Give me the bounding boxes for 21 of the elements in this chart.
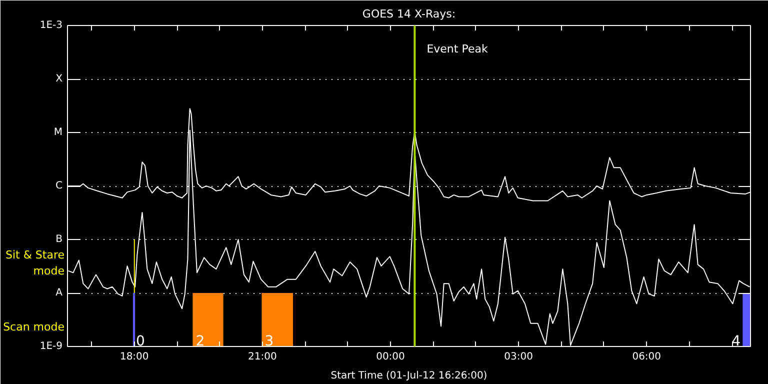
y-tick-label: X bbox=[56, 74, 63, 84]
y-tick-label: C bbox=[56, 180, 63, 192]
y-tick-label: A bbox=[56, 288, 63, 298]
band-label: 3 bbox=[264, 334, 274, 350]
x-tick-label: 21:00 bbox=[248, 352, 277, 362]
x-tick-label: 00:00 bbox=[376, 352, 405, 362]
band-label: 0 bbox=[136, 334, 145, 350]
x-tick-label: 06:00 bbox=[632, 352, 662, 362]
y-tick-label: 1E-9 bbox=[40, 341, 63, 352]
x-tick-label: 03:00 bbox=[504, 352, 533, 362]
y-tick-label: M bbox=[54, 127, 63, 138]
x-axis-title: Start Time (01-Jul-12 16:26:00) bbox=[330, 370, 488, 382]
chart-title: GOES 14 X-Rays: bbox=[362, 8, 456, 20]
text: Scan mode bbox=[3, 320, 65, 334]
y-tick-label: B bbox=[56, 234, 63, 245]
y-tick-label: 1E-3 bbox=[40, 20, 63, 31]
band-label: 2 bbox=[196, 334, 205, 350]
x-tick-label: 18:00 bbox=[120, 352, 149, 362]
band-label: 4 bbox=[732, 334, 741, 350]
text: Sit & Stare mode bbox=[5, 248, 65, 278]
ref-line-label: Event Peak bbox=[426, 42, 488, 56]
